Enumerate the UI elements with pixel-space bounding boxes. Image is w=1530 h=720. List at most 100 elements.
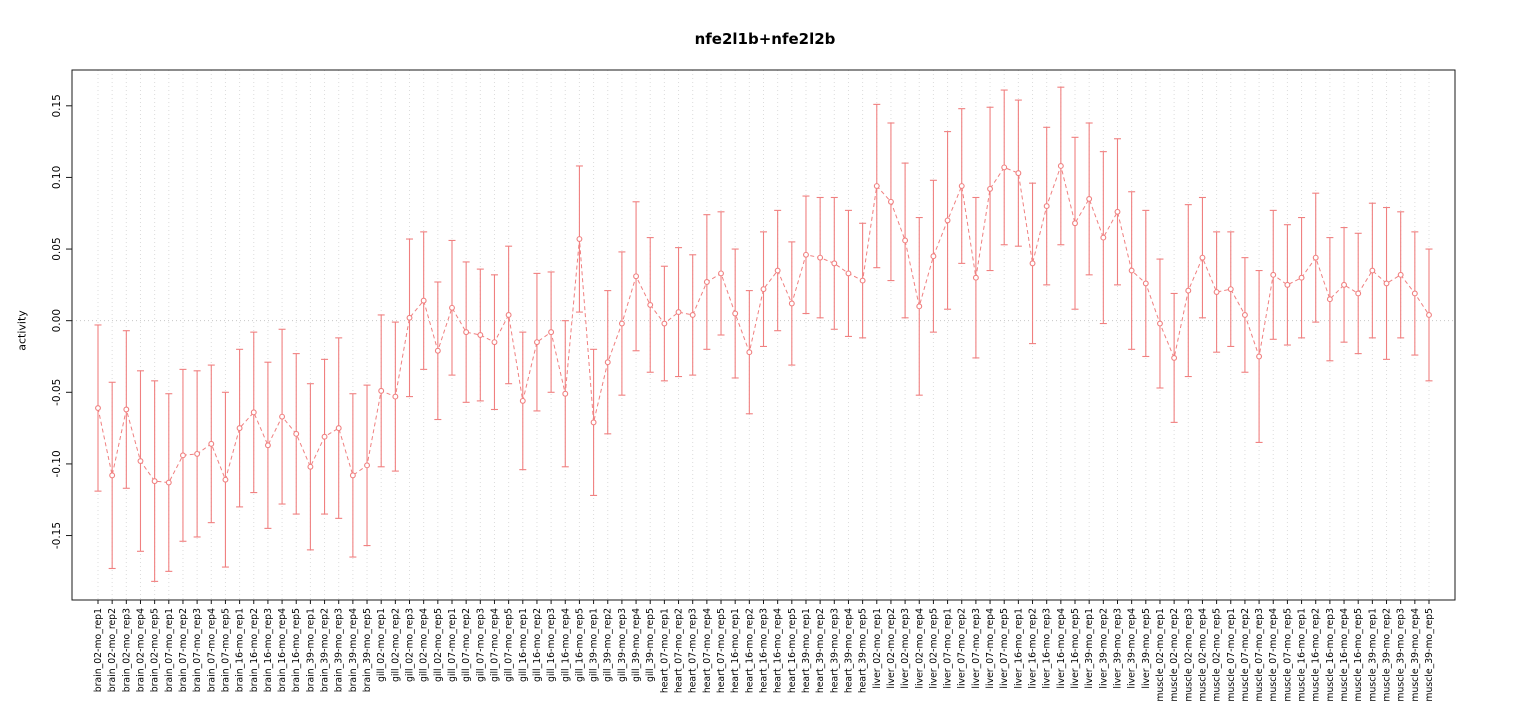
data-point bbox=[1298, 274, 1305, 281]
x-tick-label: brain_16-mo_rep1 bbox=[235, 608, 246, 692]
data-point bbox=[1355, 290, 1362, 297]
y-tick-label: 0.05 bbox=[51, 237, 63, 260]
x-tick-label: liver_16-mo_rep5 bbox=[1070, 608, 1081, 689]
x-tick-label: gill_16-mo_rep2 bbox=[532, 608, 543, 682]
data-point bbox=[406, 314, 413, 321]
x-tick-label: brain_02-mo_rep2 bbox=[107, 608, 118, 692]
x-tick-label: muscle_16-mo_rep2 bbox=[1311, 608, 1322, 702]
x-tick-label: heart_07-mo_rep5 bbox=[716, 608, 727, 693]
data-point bbox=[109, 472, 116, 479]
data-point bbox=[463, 329, 470, 336]
data-point bbox=[1256, 353, 1263, 360]
x-tick-label: liver_07-mo_rep4 bbox=[985, 608, 996, 689]
data-point bbox=[194, 450, 201, 457]
data-point bbox=[392, 393, 399, 400]
data-point bbox=[180, 452, 186, 459]
x-tick-label: muscle_16-mo_rep5 bbox=[1353, 608, 1364, 702]
x-tick-label: brain_39-mo_rep2 bbox=[320, 608, 331, 692]
data-point bbox=[449, 304, 455, 311]
x-tick-label: brain_07-mo_rep4 bbox=[206, 608, 217, 692]
data-point bbox=[1057, 163, 1064, 169]
data-point bbox=[618, 320, 625, 327]
data-point bbox=[689, 311, 696, 318]
x-tick-label: muscle_39-mo_rep1 bbox=[1367, 608, 1378, 702]
x-tick-label: brain_02-mo_rep4 bbox=[135, 608, 146, 692]
x-tick-label: heart_07-mo_rep3 bbox=[688, 608, 699, 693]
data-point bbox=[902, 237, 909, 244]
x-tick-label: muscle_02-mo_rep2 bbox=[1169, 608, 1180, 702]
data-point bbox=[335, 425, 342, 432]
x-tick-label: liver_02-mo_rep3 bbox=[900, 608, 911, 689]
x-tick-label: liver_07-mo_rep2 bbox=[957, 608, 968, 689]
x-tick-label: gill_39-mo_rep4 bbox=[631, 608, 642, 682]
x-tick-label: brain_16-mo_rep2 bbox=[249, 608, 260, 692]
data-point bbox=[1114, 208, 1121, 215]
data-point bbox=[633, 273, 640, 280]
x-tick-label: brain_02-mo_rep1 bbox=[93, 608, 104, 692]
data-point bbox=[307, 463, 314, 470]
data-point bbox=[958, 183, 965, 189]
data-point bbox=[732, 310, 739, 317]
data-point bbox=[349, 472, 356, 479]
data-point bbox=[165, 479, 172, 486]
data-point bbox=[151, 478, 158, 485]
data-point bbox=[1397, 271, 1404, 278]
x-tick-label: muscle_39-mo_rep3 bbox=[1396, 608, 1407, 702]
data-point bbox=[1142, 280, 1149, 287]
data-point bbox=[420, 297, 427, 304]
x-tick-label: liver_02-mo_rep1 bbox=[872, 608, 883, 689]
data-point bbox=[1284, 281, 1291, 288]
y-tick-label: -0.10 bbox=[51, 450, 63, 477]
data-point bbox=[1411, 290, 1418, 297]
data-point bbox=[1369, 267, 1376, 274]
x-tick-label: muscle_02-mo_rep1 bbox=[1155, 608, 1166, 702]
x-tick-label: brain_07-mo_rep3 bbox=[192, 608, 203, 692]
x-tick-label: brain_07-mo_rep1 bbox=[164, 608, 175, 692]
x-tick-label: brain_02-mo_rep5 bbox=[150, 608, 161, 692]
data-point bbox=[774, 267, 781, 274]
x-tick-label: muscle_02-mo_rep4 bbox=[1197, 608, 1208, 702]
data-point bbox=[378, 387, 385, 394]
x-tick-label: gill_07-mo_rep2 bbox=[461, 608, 472, 682]
data-point bbox=[1043, 203, 1050, 210]
data-point bbox=[661, 320, 668, 327]
data-point bbox=[1341, 281, 1347, 288]
data-point bbox=[222, 476, 229, 483]
data-point bbox=[718, 270, 724, 277]
x-tick-label: heart_39-mo_rep2 bbox=[815, 608, 826, 693]
x-tick-label: gill_07-mo_rep5 bbox=[504, 608, 515, 682]
x-tick-label: brain_07-mo_rep2 bbox=[178, 608, 189, 692]
x-tick-label: muscle_02-mo_rep3 bbox=[1183, 608, 1194, 702]
y-tick-label: 0.15 bbox=[51, 94, 63, 117]
x-tick-label: liver_39-mo_rep2 bbox=[1098, 608, 1109, 689]
x-tick-label: liver_07-mo_rep5 bbox=[999, 608, 1010, 689]
x-tick-label: muscle_07-mo_rep1 bbox=[1226, 608, 1237, 702]
data-point bbox=[1241, 311, 1248, 318]
data-point bbox=[236, 425, 243, 432]
y-tick-label: -0.15 bbox=[51, 522, 63, 549]
data-point bbox=[279, 413, 286, 420]
x-tick-label: liver_39-mo_rep3 bbox=[1112, 608, 1123, 689]
x-tick-label: muscle_39-mo_rep2 bbox=[1382, 608, 1393, 702]
data-point bbox=[873, 183, 880, 189]
x-tick-label: muscle_02-mo_rep5 bbox=[1212, 608, 1223, 702]
x-tick-label: brain_07-mo_rep5 bbox=[220, 608, 231, 692]
x-tick-label: gill_16-mo_rep4 bbox=[560, 608, 571, 682]
x-tick-label: liver_16-mo_rep2 bbox=[1028, 608, 1039, 689]
data-point bbox=[703, 279, 710, 285]
data-point bbox=[1128, 267, 1135, 274]
data-point bbox=[817, 254, 824, 261]
x-tick-label: heart_07-mo_rep1 bbox=[659, 608, 670, 693]
x-tick-label: gill_02-mo_rep5 bbox=[433, 608, 444, 682]
x-tick-label: liver_07-mo_rep1 bbox=[943, 608, 954, 689]
x-tick-label: heart_39-mo_rep1 bbox=[801, 608, 812, 693]
data-point bbox=[1213, 289, 1220, 295]
data-point bbox=[803, 251, 809, 258]
x-tick-label: gill_39-mo_rep2 bbox=[603, 608, 614, 682]
data-point bbox=[944, 217, 951, 224]
x-tick-label: gill_39-mo_rep1 bbox=[589, 608, 600, 682]
x-tick-label: gill_02-mo_rep3 bbox=[405, 608, 416, 682]
x-tick-label: gill_02-mo_rep2 bbox=[390, 608, 401, 682]
x-tick-label: liver_39-mo_rep4 bbox=[1127, 608, 1138, 689]
y-tick-label: 0.10 bbox=[51, 166, 63, 189]
